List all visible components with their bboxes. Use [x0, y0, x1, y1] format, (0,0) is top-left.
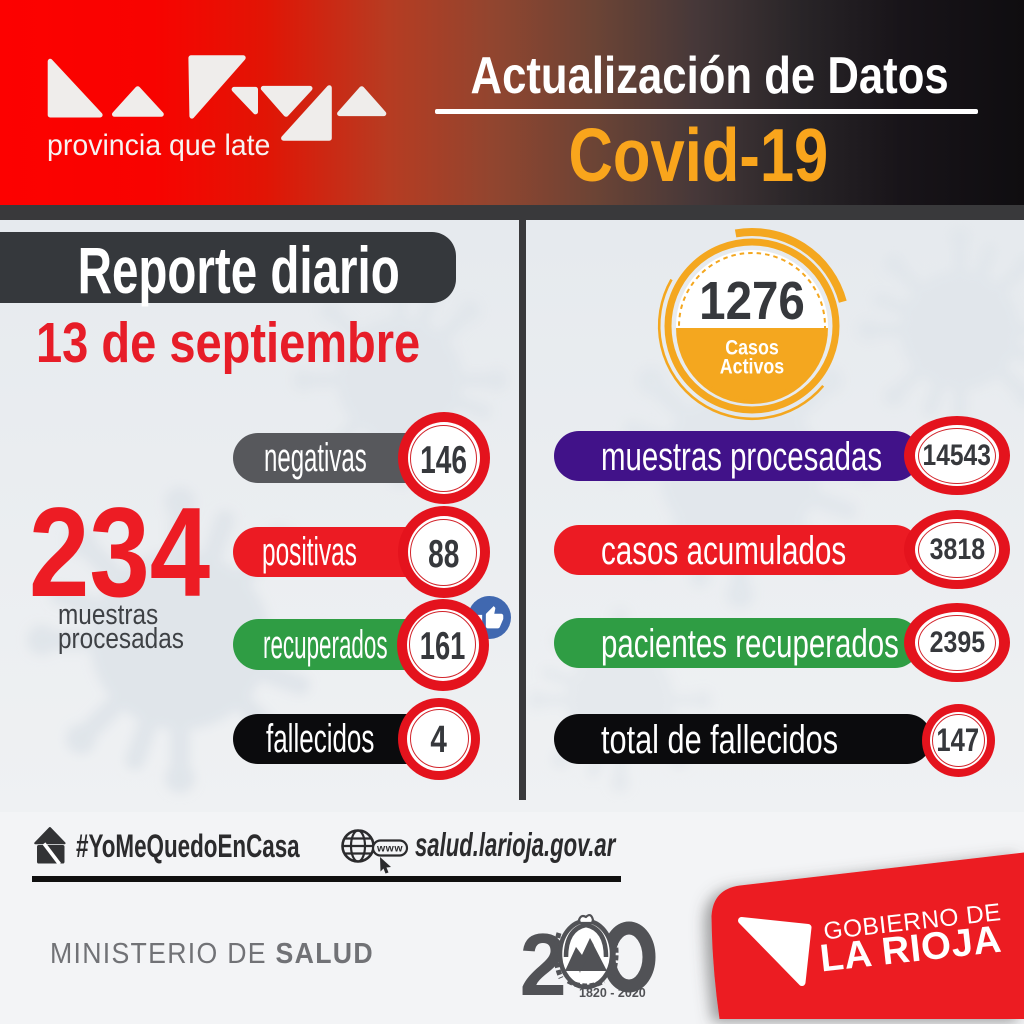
svg-text:1276: 1276	[699, 270, 805, 331]
svg-text:www: www	[376, 843, 403, 855]
svg-text:1820 - 2020: 1820 - 2020	[579, 986, 646, 1000]
svg-text:Casos: Casos	[725, 336, 779, 360]
svg-text:Activos: Activos	[720, 355, 785, 379]
